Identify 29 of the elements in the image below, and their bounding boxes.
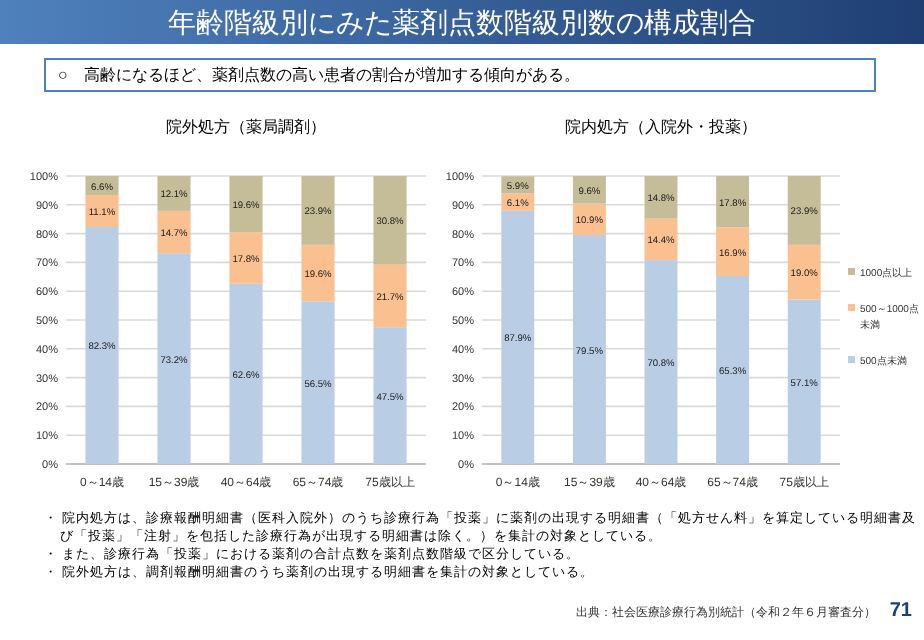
bar (373, 264, 407, 328)
bar (373, 327, 407, 464)
text: ○ 高齢になるほど、薬剤点数の高い患者の割合が増加する傾向がある。 (44, 58, 876, 92)
bar (787, 299, 821, 464)
bar (301, 244, 335, 302)
bar (229, 176, 263, 233)
bar (572, 235, 606, 464)
bar (301, 301, 335, 464)
bar (716, 275, 750, 464)
bar (157, 253, 191, 464)
text: 年齢階級別にみた薬剤点数階級別数の構成割合 (0, 0, 924, 44)
bar (716, 227, 750, 276)
bar (716, 176, 750, 228)
bar (229, 283, 263, 464)
bar (787, 244, 821, 300)
text: 71 (889, 600, 912, 624)
bar (373, 176, 407, 265)
chart-title: 院外処方（薬局調剤） (166, 118, 326, 136)
chart-title: 院内処方（入院外・投薬） (565, 118, 757, 136)
bar (301, 176, 335, 245)
bar (85, 226, 119, 464)
bar (787, 176, 821, 245)
bar (157, 210, 191, 254)
bar (229, 232, 263, 284)
bar (501, 210, 535, 464)
bar (85, 195, 119, 227)
bar (157, 176, 191, 211)
bar (644, 260, 678, 464)
bar (572, 176, 606, 204)
